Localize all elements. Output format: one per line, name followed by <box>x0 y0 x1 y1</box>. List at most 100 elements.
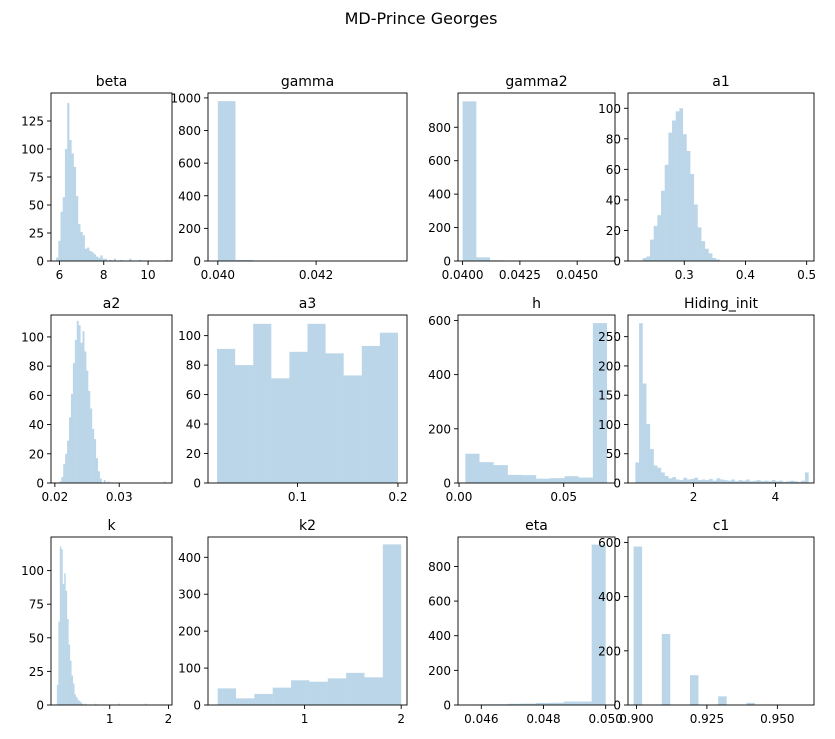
histogram-bar <box>782 481 787 483</box>
histogram-bar <box>61 549 63 705</box>
histogram-bar <box>73 166 77 261</box>
histogram-bar <box>74 694 76 705</box>
histogram-bar <box>753 480 758 483</box>
histogram-bar <box>78 700 81 705</box>
histogram-bar <box>346 672 365 705</box>
histogram-bar <box>382 544 402 705</box>
histogram-bars <box>217 544 402 705</box>
histogram-bar <box>272 687 292 705</box>
x-tick-label: 0.1 <box>288 490 307 504</box>
y-tick-label: 200 <box>598 359 621 373</box>
y-tick-label: 400 <box>428 368 451 382</box>
histogram-bar <box>775 481 780 483</box>
histogram-bar <box>476 257 491 261</box>
subplot-k: k 1 2 0 25 50 75 100 <box>21 518 173 726</box>
histogram-bar <box>98 257 101 261</box>
y-tick-label: 600 <box>428 154 451 168</box>
histogram-bar <box>113 258 116 261</box>
histogram-bar <box>694 477 699 483</box>
histogram-bar <box>653 225 658 261</box>
y-tick-label: 25 <box>29 665 44 679</box>
x-tick-label: 0.0450 <box>556 268 598 282</box>
histogram-bar <box>80 342 83 483</box>
y-tick-label: 400 <box>428 188 451 202</box>
y-tick-label: 150 <box>598 389 621 403</box>
histogram-bar <box>129 258 132 261</box>
y-tick-label: 40 <box>186 418 201 432</box>
y-tick-label: 200 <box>598 644 621 658</box>
histogram-bar <box>690 173 695 261</box>
histogram-bar <box>672 477 676 483</box>
subplot-h: h 0.00 0.05 0 200 400 600 <box>428 296 616 504</box>
histogram-bar <box>87 247 90 261</box>
histogram-bar <box>109 259 112 261</box>
histogram-bar <box>72 363 75 483</box>
histogram-bar <box>657 215 662 261</box>
histogram-bar <box>639 323 643 483</box>
histogram-bar <box>163 481 166 483</box>
y-tick-label: 50 <box>606 447 621 461</box>
histogram-bar <box>325 353 344 483</box>
histogram-bar <box>653 465 658 483</box>
histogram-bar <box>668 132 673 261</box>
histogram-bar <box>69 417 71 483</box>
subplot-a1: a1 0.3 0.4 0.5 0 20 40 60 80 100 <box>598 74 816 282</box>
histogram-bar <box>120 259 123 261</box>
x-tick-label: 0.2 <box>388 490 407 504</box>
y-tick-label: 100 <box>21 564 44 578</box>
histogram-bar <box>84 351 87 483</box>
histogram-bar <box>82 235 85 261</box>
y-tick-label: 600 <box>598 536 621 550</box>
y-tick-label: 250 <box>598 330 621 344</box>
histogram-bar <box>690 675 699 705</box>
histogram-bars <box>633 546 783 705</box>
histogram-bar <box>107 481 110 483</box>
y-tick-label: 0 <box>36 699 44 713</box>
x-tick-label: 0.03 <box>106 490 133 504</box>
histogram-bar <box>88 390 91 483</box>
subplot-title: h <box>532 296 541 312</box>
x-tick-label: 0.0400 <box>442 268 484 282</box>
histogram-bar <box>70 660 72 705</box>
histogram-bar <box>103 480 106 483</box>
histogram-bar <box>102 258 105 261</box>
histogram-bar <box>71 153 74 261</box>
subplot-title: a2 <box>103 296 121 312</box>
histogram-bar <box>793 481 798 483</box>
histogram-bar <box>236 698 255 705</box>
histogram-bar <box>62 197 65 261</box>
histogram-bar <box>86 370 89 483</box>
histogram-bar <box>80 231 83 261</box>
histogram-bar <box>536 478 551 483</box>
histogram-bar <box>291 680 310 705</box>
histogram-bar <box>577 701 592 705</box>
histogram-bar <box>661 634 671 705</box>
histogram-bar <box>690 478 695 483</box>
y-tick-label: 80 <box>606 132 621 146</box>
histogram-bar <box>507 703 522 705</box>
histogram-bar <box>716 259 720 261</box>
histogram-bar <box>89 250 92 261</box>
y-tick-label: 0 <box>613 699 621 713</box>
histogram-bar <box>56 257 59 261</box>
histogram-bar <box>668 478 673 483</box>
subplot-k2: k2 1 2 0 100 200 300 400 <box>178 518 408 726</box>
histogram-bar <box>379 332 398 483</box>
y-tick-label: 0 <box>36 477 44 491</box>
histogram-bar <box>67 103 70 261</box>
y-tick-label: 50 <box>29 631 44 645</box>
histogram-bar <box>683 477 687 483</box>
histogram-bars <box>56 103 169 261</box>
histogram-bar <box>73 683 75 705</box>
histogram-bar <box>71 675 74 705</box>
histogram-bar <box>633 546 643 705</box>
histogram-bar <box>81 703 84 705</box>
histogram-bar <box>723 480 728 483</box>
histogram-bar <box>479 462 494 483</box>
histogram-bar <box>749 481 754 483</box>
subplot-title: k2 <box>299 518 316 534</box>
x-tick-label: 0.046 <box>464 712 498 726</box>
histogram-bar <box>578 477 593 483</box>
